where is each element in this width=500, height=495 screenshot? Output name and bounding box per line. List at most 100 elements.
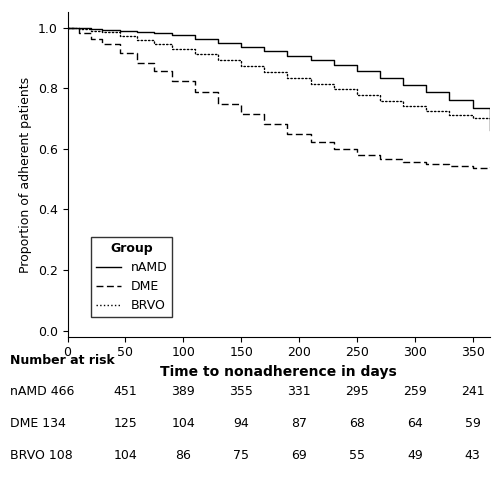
- Text: 451: 451: [114, 385, 138, 397]
- Text: 331: 331: [287, 385, 311, 397]
- nAMD: [76, 25, 82, 31]
- nAMD: [470, 97, 476, 102]
- Text: 68: 68: [349, 417, 365, 430]
- BRVO: [377, 93, 383, 99]
- DME: [400, 159, 406, 165]
- Text: 355: 355: [229, 385, 253, 397]
- BRVO: [470, 112, 476, 118]
- BRVO: [446, 108, 452, 114]
- Text: 69: 69: [291, 449, 307, 462]
- nAMD: [192, 36, 198, 42]
- Legend: nAMD, DME, BRVO: nAMD, DME, BRVO: [90, 237, 172, 317]
- BRVO: [262, 63, 268, 69]
- Text: 55: 55: [349, 449, 365, 462]
- DME: [76, 25, 82, 31]
- BRVO: [330, 81, 336, 87]
- nAMD: [238, 40, 244, 46]
- BRVO: [192, 46, 198, 51]
- nAMD: [470, 105, 476, 111]
- nAMD: [88, 26, 94, 32]
- BRVO: [192, 51, 198, 57]
- BRVO: [308, 81, 314, 87]
- BRVO: [330, 86, 336, 92]
- nAMD: [134, 28, 140, 34]
- DME: [446, 163, 452, 169]
- BRVO: [284, 75, 290, 81]
- nAMD: [76, 25, 82, 31]
- BRVO: [76, 26, 82, 32]
- DME: [470, 163, 476, 169]
- DME: [76, 30, 82, 36]
- nAMD: [400, 75, 406, 81]
- DME: [308, 139, 314, 145]
- DME: [284, 121, 290, 127]
- nAMD: [168, 33, 174, 39]
- Text: Number at risk: Number at risk: [10, 354, 115, 367]
- nAMD: [99, 26, 105, 32]
- nAMD: [116, 28, 122, 34]
- nAMD: [215, 36, 221, 42]
- Text: BRVO 108: BRVO 108: [10, 449, 73, 462]
- BRVO: [116, 33, 122, 39]
- DME: [88, 30, 94, 36]
- nAMD: [192, 33, 198, 39]
- DME: [134, 50, 140, 56]
- BRVO: [262, 69, 268, 75]
- DME: [168, 79, 174, 85]
- nAMD: [424, 82, 430, 88]
- Text: 43: 43: [465, 449, 480, 462]
- Text: 104: 104: [172, 417, 195, 430]
- BRVO: [308, 75, 314, 81]
- DME: [400, 156, 406, 162]
- nAMD: [134, 29, 140, 35]
- DME: [284, 131, 290, 137]
- DME: [470, 165, 476, 171]
- DME: [88, 36, 94, 42]
- nAMD: [64, 25, 70, 31]
- nAMD: [262, 48, 268, 54]
- nAMD: [152, 30, 158, 36]
- BRVO: [99, 29, 105, 35]
- DME: [377, 152, 383, 158]
- Text: 295: 295: [345, 385, 369, 397]
- DME: [116, 41, 122, 47]
- DME: [308, 131, 314, 137]
- Text: 241: 241: [461, 385, 484, 397]
- nAMD: [377, 75, 383, 81]
- DME: [215, 90, 221, 96]
- DME: [99, 41, 105, 47]
- BRVO: [64, 25, 70, 31]
- BRVO: [168, 46, 174, 51]
- nAMD: [424, 89, 430, 95]
- nAMD: [487, 127, 493, 133]
- DME: [116, 50, 122, 56]
- DME: [330, 147, 336, 152]
- Line: DME: DME: [68, 28, 490, 168]
- BRVO: [377, 98, 383, 104]
- Text: 64: 64: [407, 417, 422, 430]
- Text: 59: 59: [464, 417, 480, 430]
- Y-axis label: Proportion of adherent patients: Proportion of adherent patients: [19, 76, 32, 273]
- BRVO: [470, 114, 476, 120]
- nAMD: [400, 82, 406, 88]
- BRVO: [215, 51, 221, 57]
- nAMD: [88, 25, 94, 31]
- nAMD: [446, 89, 452, 95]
- BRVO: [116, 29, 122, 35]
- BRVO: [88, 26, 94, 32]
- Text: DME 134: DME 134: [10, 417, 66, 430]
- nAMD: [354, 68, 360, 74]
- BRVO: [168, 41, 174, 47]
- BRVO: [284, 69, 290, 75]
- DME: [64, 25, 70, 31]
- nAMD: [330, 62, 336, 68]
- BRVO: [88, 28, 94, 34]
- DME: [354, 152, 360, 158]
- DME: [377, 156, 383, 162]
- BRVO: [134, 37, 140, 43]
- BRVO: [487, 114, 493, 120]
- DME: [238, 111, 244, 117]
- BRVO: [215, 57, 221, 63]
- nAMD: [262, 44, 268, 50]
- Text: 259: 259: [403, 385, 426, 397]
